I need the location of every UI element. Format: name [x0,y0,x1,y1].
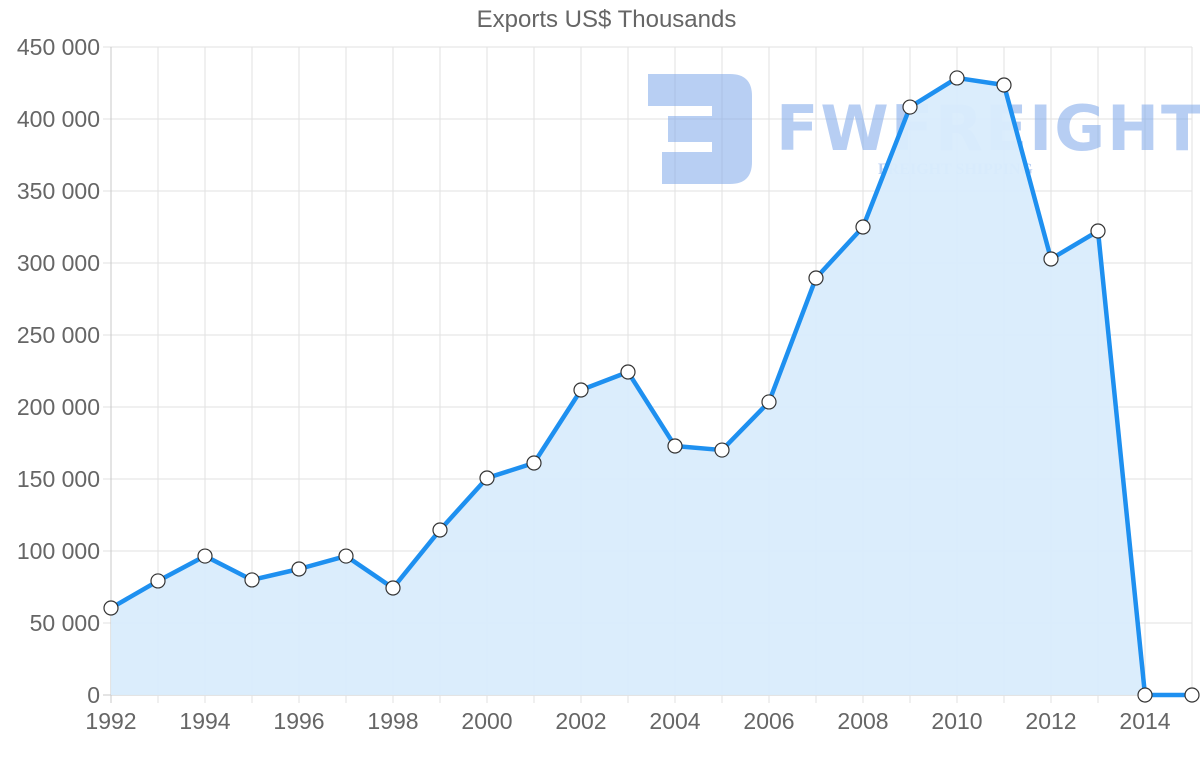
x-tick-label: 2000 [461,708,512,734]
data-point-marker[interactable] [338,548,354,564]
fwfreight-logo-icon [648,74,752,184]
data-point-marker[interactable] [667,438,683,454]
series-area [109,75,1192,698]
data-point-marker[interactable] [808,270,824,286]
data-point-marker[interactable] [291,561,307,577]
data-point-marker[interactable] [1184,687,1200,703]
data-point-marker[interactable] [244,572,260,588]
x-tick-label: 1994 [179,708,230,734]
data-point-marker[interactable] [714,442,730,458]
data-point-marker[interactable] [573,382,589,398]
data-point-marker[interactable] [1043,251,1059,267]
data-point-marker[interactable] [526,455,542,471]
y-tick-label: 250 000 [17,322,100,348]
x-axis: 1992 1994 1996 1998 2000 2002 2004 2006 2008 2010… [85,708,1170,734]
x-tick-label: 2002 [555,708,606,734]
y-tick-label: 0 [87,682,100,708]
data-point-marker[interactable] [761,394,777,410]
x-tick-label: 2010 [931,708,982,734]
x-tick-label: 1998 [367,708,418,734]
data-point-marker[interactable] [197,548,213,564]
data-point-marker[interactable] [150,573,166,589]
y-tick-label: 50 000 [30,610,100,636]
data-point-marker[interactable] [620,364,636,380]
y-tick-label: 100 000 [17,538,100,564]
area-fill [111,77,1192,695]
data-point-marker[interactable] [1137,687,1153,703]
data-point-marker[interactable] [996,77,1012,93]
y-tick-label: 150 000 [17,466,100,492]
y-tick-label: 200 000 [17,394,100,420]
data-point-marker[interactable] [1090,223,1106,239]
x-tick-label: 2004 [649,708,700,734]
x-tick-label: 2012 [1025,708,1076,734]
y-tick-label: 300 000 [17,250,100,276]
y-tick-label: 450 000 [17,34,100,60]
data-point-marker[interactable] [479,470,495,486]
data-point-marker[interactable] [902,99,918,115]
x-tick-label: 2006 [743,708,794,734]
series-line [109,75,1192,698]
x-tick-label: 2014 [1119,708,1170,734]
data-point-marker[interactable] [949,70,965,86]
data-point-marker[interactable] [385,580,401,596]
y-tick-label: 350 000 [17,178,100,204]
x-tick-label: 2008 [837,708,888,734]
data-point-marker[interactable] [103,600,119,616]
chart-title: Exports US$ Thousands [476,6,737,33]
y-axis: 0 50 000 100 000 150 000 200 000 250 000 300 0… [17,34,100,708]
data-point-marker[interactable] [432,522,448,538]
x-tick-label: 1996 [273,708,324,734]
data-points [103,70,1200,703]
x-tick-label: 1992 [85,708,136,734]
data-point-marker[interactable] [855,219,871,235]
y-tick-label: 400 000 [17,106,100,132]
